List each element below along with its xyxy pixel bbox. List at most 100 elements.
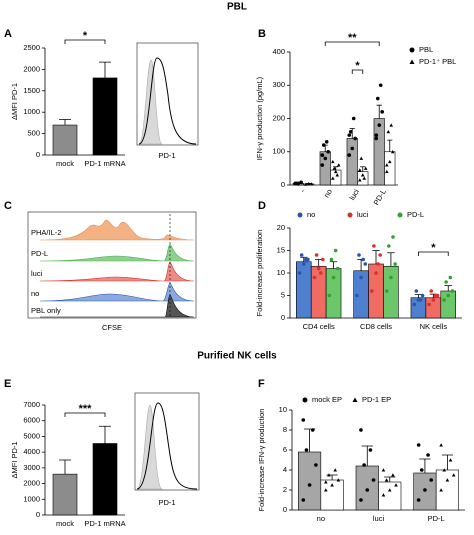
y-tick-label: 300 xyxy=(272,80,285,89)
error-bar xyxy=(441,454,454,470)
error-bar xyxy=(314,259,323,267)
data-point xyxy=(385,169,389,174)
data-point xyxy=(360,173,365,177)
y-tick-label: 0 xyxy=(36,510,40,519)
data-point xyxy=(359,498,363,502)
x-tick-label: luci xyxy=(373,514,385,523)
data-point xyxy=(314,253,319,257)
x-tick-label: NK cells xyxy=(420,322,448,331)
data-point xyxy=(306,181,311,186)
data-point xyxy=(332,166,337,170)
data-point xyxy=(374,136,379,141)
data-point xyxy=(333,468,338,472)
y-tick-label: 4 xyxy=(283,465,287,474)
bar xyxy=(310,265,327,319)
x-tick-label: CD4 cells xyxy=(303,322,335,331)
data-point xyxy=(359,428,363,432)
panel-letter: E xyxy=(4,378,11,390)
y-tick-label: 6 xyxy=(283,445,287,454)
y-axis-label: ΔMFI PD-1 xyxy=(10,83,19,120)
y-axis-label: Fold-increase proliferation xyxy=(255,230,264,317)
x-tick-label: - xyxy=(298,187,307,194)
error-bar xyxy=(376,104,382,119)
data-point xyxy=(293,181,298,186)
flow-axis-label: CFSE xyxy=(102,323,122,332)
data-point xyxy=(381,493,386,497)
data-point xyxy=(304,257,308,262)
data-point xyxy=(362,176,367,180)
data-point xyxy=(359,156,364,160)
error-bar xyxy=(372,250,380,264)
data-point xyxy=(385,163,389,167)
data-point xyxy=(301,418,306,422)
data-point xyxy=(433,293,438,298)
y-tick-label: 5000 xyxy=(23,431,40,440)
error-bar xyxy=(329,261,338,269)
significance-label: ** xyxy=(348,32,357,44)
error-bar xyxy=(361,445,373,466)
bar xyxy=(346,138,358,186)
data-point xyxy=(381,468,386,472)
legend-label: PD-1 EP xyxy=(362,395,391,404)
data-point xyxy=(446,293,451,298)
bar xyxy=(296,261,312,319)
data-point xyxy=(423,488,427,492)
y-tick-label: 3000 xyxy=(23,463,40,472)
data-point xyxy=(386,130,391,134)
x-tick-label: no xyxy=(317,514,325,523)
data-point xyxy=(299,180,303,185)
data-point xyxy=(375,96,380,101)
legend-label: no xyxy=(307,210,315,219)
y-tick-label: 0 xyxy=(281,180,285,189)
error-bar xyxy=(387,252,395,267)
data-point xyxy=(316,266,321,271)
data-point xyxy=(429,478,434,482)
flow-label: PBL only xyxy=(31,306,61,315)
data-point xyxy=(323,480,328,484)
x-tick-label: mock xyxy=(56,159,74,168)
data-point xyxy=(304,448,309,452)
data-point xyxy=(427,302,431,307)
significance-label: * xyxy=(431,242,436,254)
bar xyxy=(373,118,385,186)
data-point xyxy=(312,275,317,280)
data-point xyxy=(391,473,395,477)
data-point xyxy=(310,428,315,432)
data-point xyxy=(426,453,430,457)
y-tick-label: 1500 xyxy=(23,86,40,95)
panel-letter: B xyxy=(258,28,266,40)
data-point xyxy=(331,275,336,280)
data-point xyxy=(372,244,376,248)
legend-marker xyxy=(397,212,403,218)
data-point xyxy=(361,257,365,262)
data-point xyxy=(309,182,314,186)
data-point xyxy=(307,483,312,487)
error-bar xyxy=(59,459,71,475)
data-point xyxy=(444,280,448,284)
data-point xyxy=(314,463,318,467)
data-point xyxy=(327,473,331,477)
data-point xyxy=(416,498,421,502)
data-point xyxy=(419,468,424,472)
data-point xyxy=(336,478,341,482)
flow-label: luci xyxy=(31,269,43,278)
data-point xyxy=(420,293,425,298)
y-tick-label: 5 xyxy=(281,290,285,299)
x-tick-label: CD8 cells xyxy=(360,322,392,331)
data-point xyxy=(445,478,450,482)
flow-label: PHA/IL-2 xyxy=(31,228,61,237)
data-point xyxy=(301,498,306,502)
legend-marker xyxy=(302,397,308,403)
data-point xyxy=(329,257,334,262)
data-point xyxy=(357,253,361,257)
significance-bracket xyxy=(64,39,106,44)
legend-marker xyxy=(409,47,415,53)
data-point xyxy=(350,146,355,151)
data-point xyxy=(297,271,302,275)
data-point xyxy=(355,293,359,298)
data-point xyxy=(390,149,395,154)
data-point xyxy=(387,244,391,248)
y-tick-label: 1000 xyxy=(23,107,40,116)
panel-letter: D xyxy=(258,200,266,212)
